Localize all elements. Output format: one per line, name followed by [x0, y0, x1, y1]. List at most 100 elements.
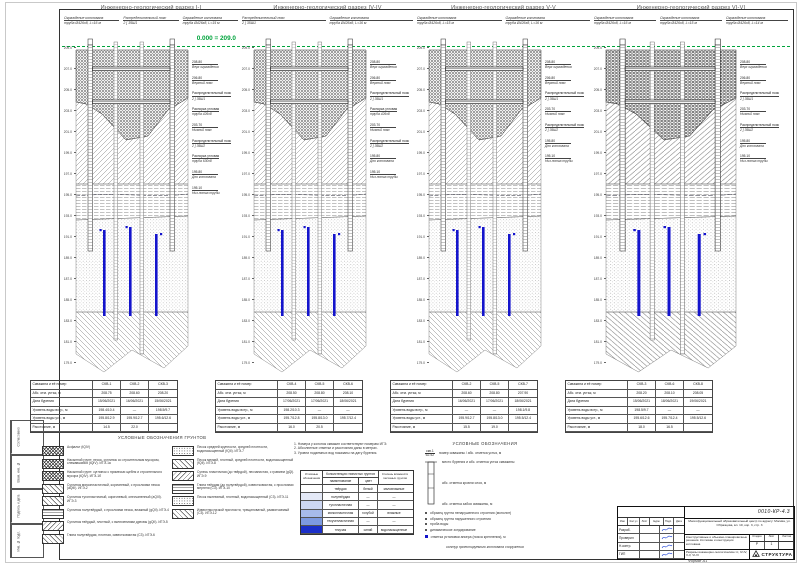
elevation-tick: 207.0	[415, 67, 429, 88]
elevation-tick: 207.0	[240, 67, 254, 88]
section-title: Инженерно-геологический разрез I-I	[100, 5, 202, 11]
elevation-callout: Распорка угловая труба 426х8	[370, 107, 398, 117]
elevation-callout: Распределительный пояс 2 [ 35Ш2	[370, 138, 410, 148]
elevation-tick: 209.0	[592, 46, 606, 67]
elevation-callout: Распределительный пояс 2 [ 35Ш2	[545, 122, 585, 132]
table-row: Уровень воды встр., м 198.5/9.7 — —	[566, 406, 712, 415]
stage-table: Стадия Лист Листов Р 1	[750, 534, 794, 549]
hatch-swatch	[42, 496, 64, 506]
elevation-tick: 189.0	[240, 256, 254, 277]
table-row: Скважина и её номер СКВ-1 СКВ-2 СКВ-3	[31, 381, 177, 390]
elevation-callout: Распределительный пояс 2 [ 35Ш1	[740, 91, 780, 101]
elevation-tick: 185.0	[240, 298, 254, 319]
elevation-tick: 209.0	[415, 46, 429, 67]
hatch-swatch	[42, 471, 64, 481]
object-name: Многофункциональный образовательный цент…	[685, 519, 794, 535]
table-row: Уровень воды встр., м — — 198.1/9.8	[391, 406, 537, 415]
soils-legend-column-1: Асфальт (tQIV) Насыпной грунт: песок, су…	[42, 445, 170, 544]
section-callouts: 208.80 Верх ограждения 206.80 Верхний по…	[740, 60, 786, 164]
elevation-callout: 208.80 Верх ограждения	[192, 60, 219, 70]
geology-cross-section-svg	[75, 38, 189, 373]
stamp-label: Согласовано	[11, 421, 25, 454]
piles	[277, 226, 341, 316]
elevation-tick: 201.0	[62, 130, 76, 151]
elevation-tick: 197.0	[592, 172, 606, 193]
elevation-tick: 199.0	[240, 151, 254, 172]
sample-symbol-item: образец грунта ненарушенного строения (м…	[425, 511, 545, 515]
signature-rows: Разраб. Проверил	[618, 526, 684, 559]
elevation-tick: 185.0	[62, 298, 76, 319]
stamp-blank-cell	[25, 456, 43, 489]
elevation-tick: 179.0	[62, 361, 76, 382]
change-row	[618, 507, 684, 518]
signature	[660, 534, 674, 542]
hatch-swatch	[172, 458, 194, 469]
table-row: Расстояние, м 16.0 20.5	[216, 423, 362, 432]
section-I-I: Инженерно-геологический разрез I-I Ограж…	[62, 5, 240, 377]
anchor-symbol-item: отметка установки анкера (пояса креплени…	[425, 535, 545, 539]
elevation-callout: 195.80 Дно котлована	[370, 154, 416, 163]
section-VI-VI: Инженерно-геологический разрез VI-VI Огр…	[592, 5, 790, 377]
structure-callout-label: Ограждение котлована труба Ø426х8, L=15 …	[182, 16, 238, 25]
legend-item: Насыпной грунт: суглинок с примесью щебн…	[42, 470, 170, 481]
elevation-callout: Распределительный пояс 2 [ 35Ш1	[370, 91, 410, 101]
stamp-label: Взам. инв. №	[11, 455, 25, 488]
ground-level-line	[62, 46, 790, 47]
elevation-callout: 195.10 Низ лотка трубы	[740, 154, 768, 164]
consistency-swatch	[301, 485, 323, 493]
elevation-callout: 203.70 Нижний пояс	[545, 107, 591, 116]
table-row: Уровень воды уст., м 195.7/12.8 195.8/13…	[216, 415, 362, 424]
elevation-tick: 191.0	[415, 235, 429, 256]
stamp-box: Согласовано	[10, 420, 44, 455]
elevation-tick: 201.0	[415, 130, 429, 151]
section-title: Инженерно-геологический разрез IV-IV	[273, 5, 382, 11]
borehole-number-symbol: скв.1 62.52 номер скважины / абс. отметк…	[425, 449, 502, 457]
piles	[633, 226, 707, 316]
hatch-swatch	[42, 458, 64, 469]
legend-item: Насыпной грунт: песок, суглинок со строи…	[42, 458, 170, 469]
structure-callout-label: Распределительный пояс 2 [ 35Ш1	[123, 16, 179, 25]
elevation-tick: 197.0	[240, 172, 254, 193]
sample-symbols-list: образец грунта ненарушенного строения (м…	[425, 511, 545, 532]
elevation-tick: 189.0	[62, 256, 76, 277]
stamp-label: Подпись и дата	[11, 490, 25, 523]
structure-callout-label: Ограждение котлована труба Ø426х8, L=16 …	[64, 16, 120, 25]
elevation-tick: 203.0	[240, 109, 254, 130]
legend-item: Суглинок твёрдый, плотный, с включениями…	[42, 520, 170, 531]
dot-marker-icon	[425, 517, 427, 520]
hatch-swatch	[42, 483, 64, 494]
stamp-blank-cell	[25, 525, 43, 558]
table-row: Абс. отм. устья, м 208.75 208.60 208.20	[31, 389, 177, 398]
consistency-row: тугопластичная — —	[301, 501, 413, 510]
elevation-callout: 203.70 Нижний пояс	[740, 107, 786, 116]
consistency-table-header: Условные обозначения Консистенция глинис…	[301, 471, 413, 485]
geology-cross-section-svg	[428, 38, 542, 373]
hatch-swatch	[172, 446, 194, 456]
elevation-callout: 203.70 Нижний пояс	[192, 123, 238, 132]
elevation-callout: 206.80 Верхний пояс	[370, 76, 416, 85]
elevation-tick: 195.0	[592, 193, 606, 214]
sheet-edge	[5, 2, 797, 563]
elevation-callout: Распорка угловая труба 426х8	[192, 107, 220, 117]
section-callouts: 208.80 Верх ограждения 206.80 Верхний по…	[192, 60, 238, 195]
document-code: 0010-КР-4.3	[685, 507, 794, 519]
elevation-callout: 195.80 Дно котлована	[192, 170, 238, 179]
title-block-main: 0010-КР-4.3 Многофункциональный образова…	[685, 507, 794, 560]
elevation-tick: 191.0	[592, 235, 606, 256]
section-title: Инженерно-геологический разрез V-V	[451, 5, 556, 11]
elevation-tick: 197.0	[415, 172, 429, 193]
elevation-tick: 207.0	[62, 67, 76, 88]
legend-item: Песок мелкий, плотный, средней плотности…	[172, 458, 296, 469]
legend-item: Асфальт (tQIV)	[42, 445, 170, 456]
elevation-callout: Распределительный пояс 2 [ 35Ш2	[740, 122, 780, 132]
table-row: Дата бурения 15/06/2021 18/06/2021 19/06…	[566, 398, 712, 407]
consistency-row: мягкопластичная голубой влажные	[301, 509, 413, 518]
elevation-tick: 181.0	[240, 340, 254, 361]
table-row: Уровень воды встр., м 198.4/10.4 — 198.5…	[31, 406, 177, 415]
elevation-tick: 183.0	[415, 319, 429, 340]
structure-callout-label: Ограждение котлована труба Ø426х8, L=15 …	[417, 16, 502, 25]
borehole-column-icon	[425, 461, 437, 505]
elevation-tick: 187.0	[592, 277, 606, 298]
sample-symbol-item: образец грунта нарушенного строения	[425, 517, 545, 521]
signature	[660, 542, 674, 550]
